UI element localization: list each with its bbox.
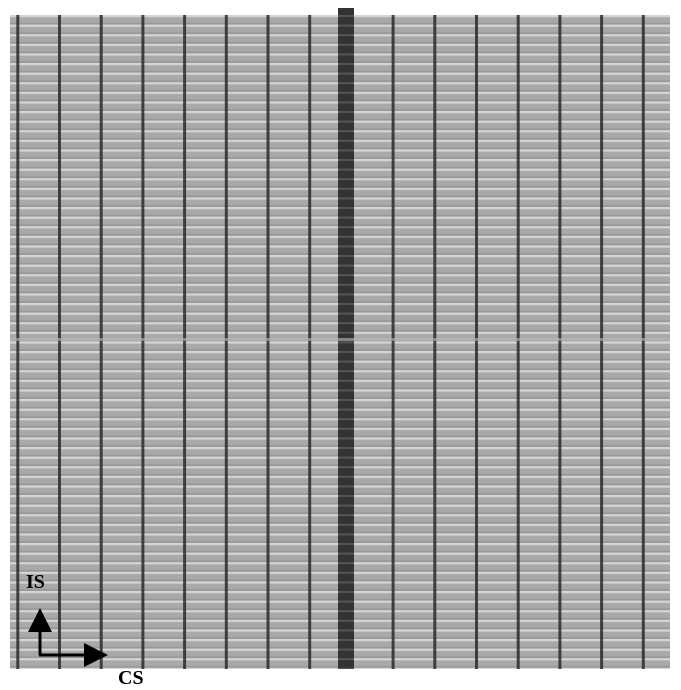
image-area (10, 8, 670, 669)
axes-indicator: IS CS (26, 571, 144, 689)
cs-label: CS (118, 667, 144, 689)
is-label: IS (26, 571, 45, 593)
seam (10, 338, 670, 341)
